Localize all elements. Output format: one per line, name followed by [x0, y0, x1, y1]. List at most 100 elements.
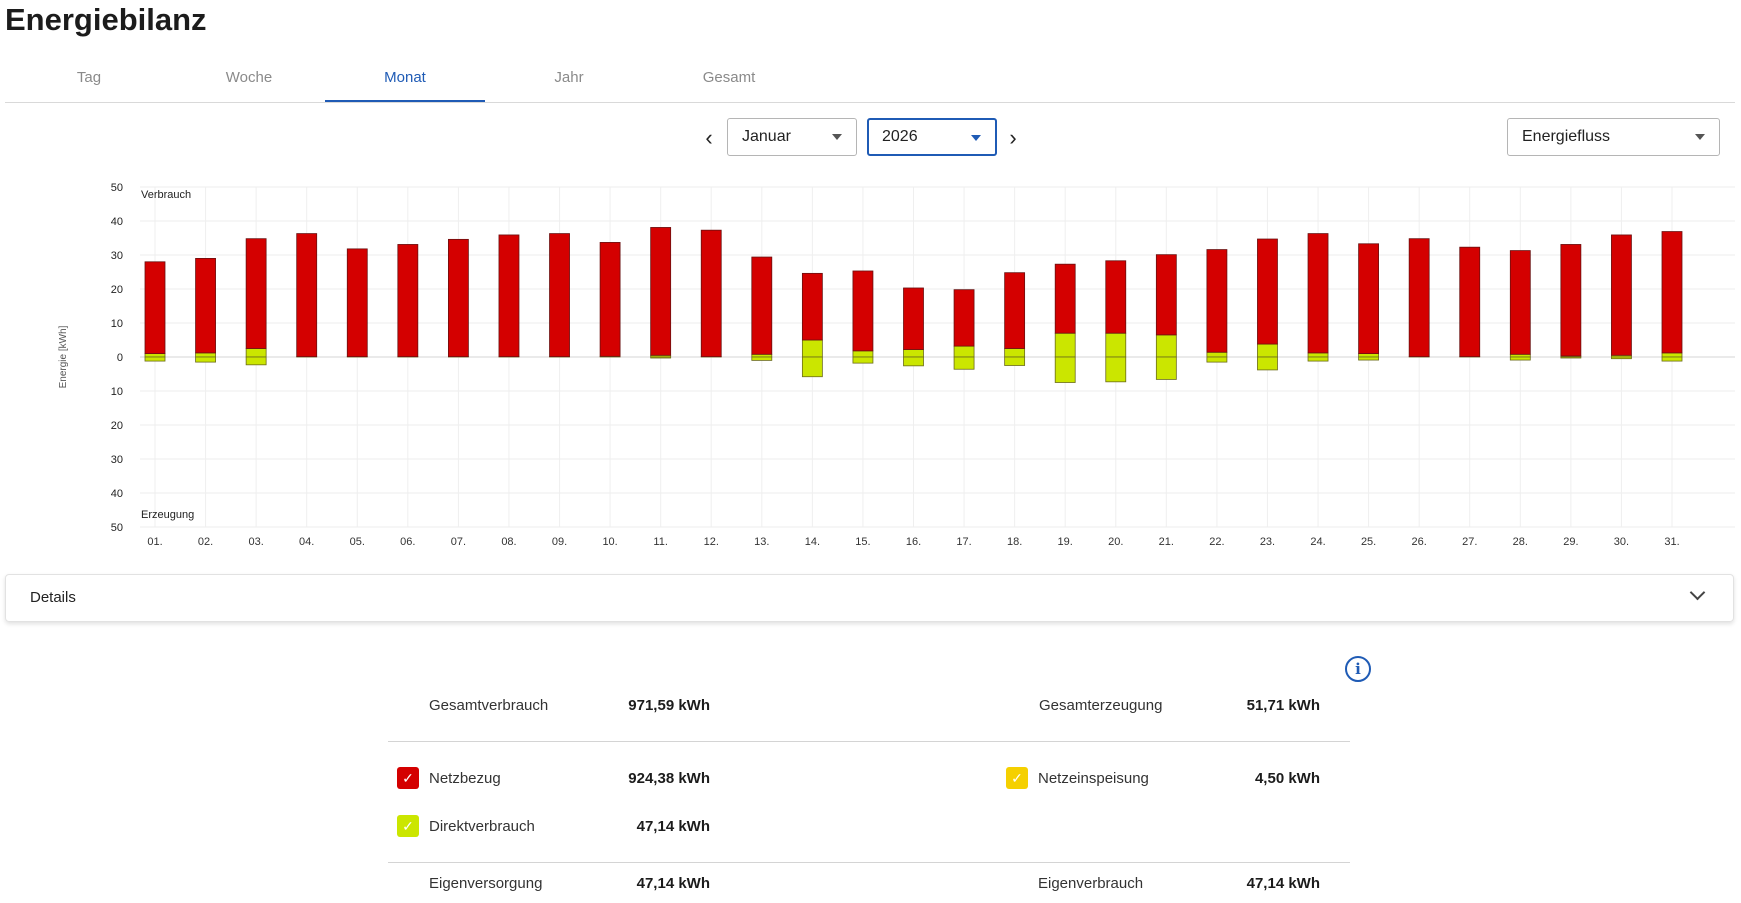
bar-erzeugung[interactable]	[1661, 356, 1683, 362]
bar-erzeugung[interactable]	[953, 356, 975, 370]
bar-netzbezug[interactable]	[903, 287, 924, 350]
tab-gesamt[interactable]: Gesamt	[702, 69, 756, 86]
month-select[interactable]: Januar	[727, 118, 857, 156]
bar-netzbezug[interactable]	[397, 244, 419, 358]
x-tick-label: 09.	[552, 536, 567, 548]
bar-erzeugung[interactable]	[1206, 356, 1228, 363]
bar-netzbezug[interactable]	[1509, 250, 1531, 355]
bar-erzeugung[interactable]	[1358, 356, 1379, 361]
bar-erzeugung[interactable]	[650, 356, 672, 359]
bar-direktverbrauch[interactable]	[751, 353, 773, 358]
info-icon[interactable]: i	[1345, 656, 1371, 682]
bar-netzbezug[interactable]	[1307, 233, 1329, 354]
bar-netzbezug[interactable]	[1560, 244, 1582, 357]
bar-netzbezug[interactable]	[1105, 260, 1127, 334]
year-select[interactable]: 2026	[867, 118, 997, 156]
details-accordion[interactable]: Details	[5, 574, 1734, 622]
bar-erzeugung[interactable]	[1560, 356, 1582, 359]
bar-erzeugung[interactable]	[903, 356, 924, 367]
bar-netzbezug[interactable]	[245, 238, 267, 349]
bar-direktverbrauch[interactable]	[1206, 351, 1228, 358]
bar-erzeugung[interactable]	[1004, 356, 1026, 366]
tab-monat[interactable]: Monat	[325, 58, 485, 102]
bar-netzbezug[interactable]	[1257, 238, 1278, 345]
bar-erzeugung[interactable]	[245, 356, 267, 366]
bar-netzbezug[interactable]	[700, 229, 722, 358]
bar-netzbezug[interactable]	[1206, 249, 1228, 353]
bar-direktverbrauch[interactable]	[1509, 353, 1531, 358]
bar-netzbezug[interactable]	[751, 256, 773, 355]
bar-direktverbrauch[interactable]	[903, 349, 924, 358]
y-tick-label: 20	[111, 284, 123, 296]
bar-netzbezug[interactable]	[1358, 243, 1379, 354]
bar-netzbezug[interactable]	[498, 234, 520, 358]
bar-netzbezug[interactable]	[1661, 231, 1683, 354]
erzeugung-label: Erzeugung	[141, 509, 194, 521]
details-label: Details	[30, 589, 76, 606]
bar-erzeugung[interactable]	[751, 356, 773, 361]
bar-direktverbrauch[interactable]	[852, 350, 874, 358]
x-tick-label: 24.	[1310, 536, 1325, 548]
bar-netzbezug[interactable]	[1004, 272, 1026, 349]
bar-direktverbrauch[interactable]	[144, 353, 166, 358]
view-select-value: Energiefluss	[1522, 128, 1611, 145]
bar-netzbezug[interactable]	[549, 233, 570, 358]
bar-netzbezug[interactable]	[1408, 238, 1430, 358]
bar-direktverbrauch[interactable]	[801, 339, 823, 358]
bar-netzbezug[interactable]	[296, 233, 318, 358]
netzeinspeisung-check-icon[interactable]: ✓	[1006, 767, 1028, 789]
bar-netzbezug[interactable]	[144, 261, 166, 355]
bar-erzeugung[interactable]	[1509, 356, 1531, 361]
eigenversorgung-value: 47,14 kWh	[636, 875, 710, 892]
bar-erzeugung[interactable]	[1054, 356, 1076, 383]
bar-direktverbrauch[interactable]	[1661, 352, 1683, 358]
bar-direktverbrauch[interactable]	[1257, 343, 1278, 358]
x-tick-label: 22.	[1209, 536, 1224, 548]
x-tick-label: 15.	[855, 536, 870, 548]
bar-erzeugung[interactable]	[852, 356, 874, 364]
bar-netzbezug[interactable]	[195, 258, 216, 354]
bar-erzeugung[interactable]	[1105, 356, 1127, 383]
bar-direktverbrauch[interactable]	[1358, 353, 1379, 358]
bar-netzbezug[interactable]	[1054, 263, 1076, 334]
x-tick-label: 18.	[1007, 536, 1022, 548]
bar-netzbezug[interactable]	[650, 227, 672, 356]
bar-erzeugung[interactable]	[801, 356, 823, 378]
tab-woche[interactable]: Woche	[225, 69, 273, 86]
bar-erzeugung[interactable]	[1611, 356, 1632, 360]
tab-jahr[interactable]: Jahr	[554, 69, 584, 86]
bar-netzbezug[interactable]	[1611, 234, 1632, 356]
direktverbrauch-check-icon[interactable]: ✓	[397, 815, 419, 837]
bar-netzbezug[interactable]	[852, 270, 874, 352]
bar-erzeugung[interactable]	[195, 356, 216, 363]
bar-erzeugung[interactable]	[1307, 356, 1329, 362]
view-select[interactable]: Energiefluss	[1507, 118, 1720, 156]
bar-netzbezug[interactable]	[953, 289, 975, 347]
bar-direktverbrauch[interactable]	[953, 345, 975, 358]
chevron-right-icon[interactable]: ›	[1009, 125, 1017, 150]
bar-netzbezug[interactable]	[599, 242, 621, 357]
x-tick-label: 29.	[1563, 536, 1578, 548]
bar-netzbezug[interactable]	[1459, 246, 1481, 358]
x-tick-label: 08.	[501, 536, 516, 548]
bar-direktverbrauch[interactable]	[1004, 348, 1026, 358]
chevron-left-icon[interactable]: ‹	[705, 125, 713, 150]
bar-direktverbrauch[interactable]	[1105, 332, 1127, 358]
bar-direktverbrauch[interactable]	[1054, 332, 1076, 358]
bar-direktverbrauch[interactable]	[245, 348, 267, 358]
x-tick-label: 03.	[248, 536, 263, 548]
bar-direktverbrauch[interactable]	[195, 352, 216, 358]
bar-erzeugung[interactable]	[1155, 356, 1177, 380]
bar-netzbezug[interactable]	[447, 238, 469, 358]
bar-erzeugung[interactable]	[144, 356, 166, 362]
x-tick-label: 17.	[956, 536, 971, 548]
bar-erzeugung[interactable]	[1257, 356, 1278, 371]
netzbezug-check-icon[interactable]: ✓	[397, 767, 419, 789]
tab-tag[interactable]: Tag	[76, 69, 102, 86]
bar-netzbezug[interactable]	[801, 272, 823, 341]
y-tick-label: 40	[111, 488, 123, 500]
bar-direktverbrauch[interactable]	[1155, 334, 1177, 358]
bar-direktverbrauch[interactable]	[1307, 352, 1329, 358]
bar-netzbezug[interactable]	[346, 248, 368, 358]
bar-netzbezug[interactable]	[1155, 254, 1177, 336]
